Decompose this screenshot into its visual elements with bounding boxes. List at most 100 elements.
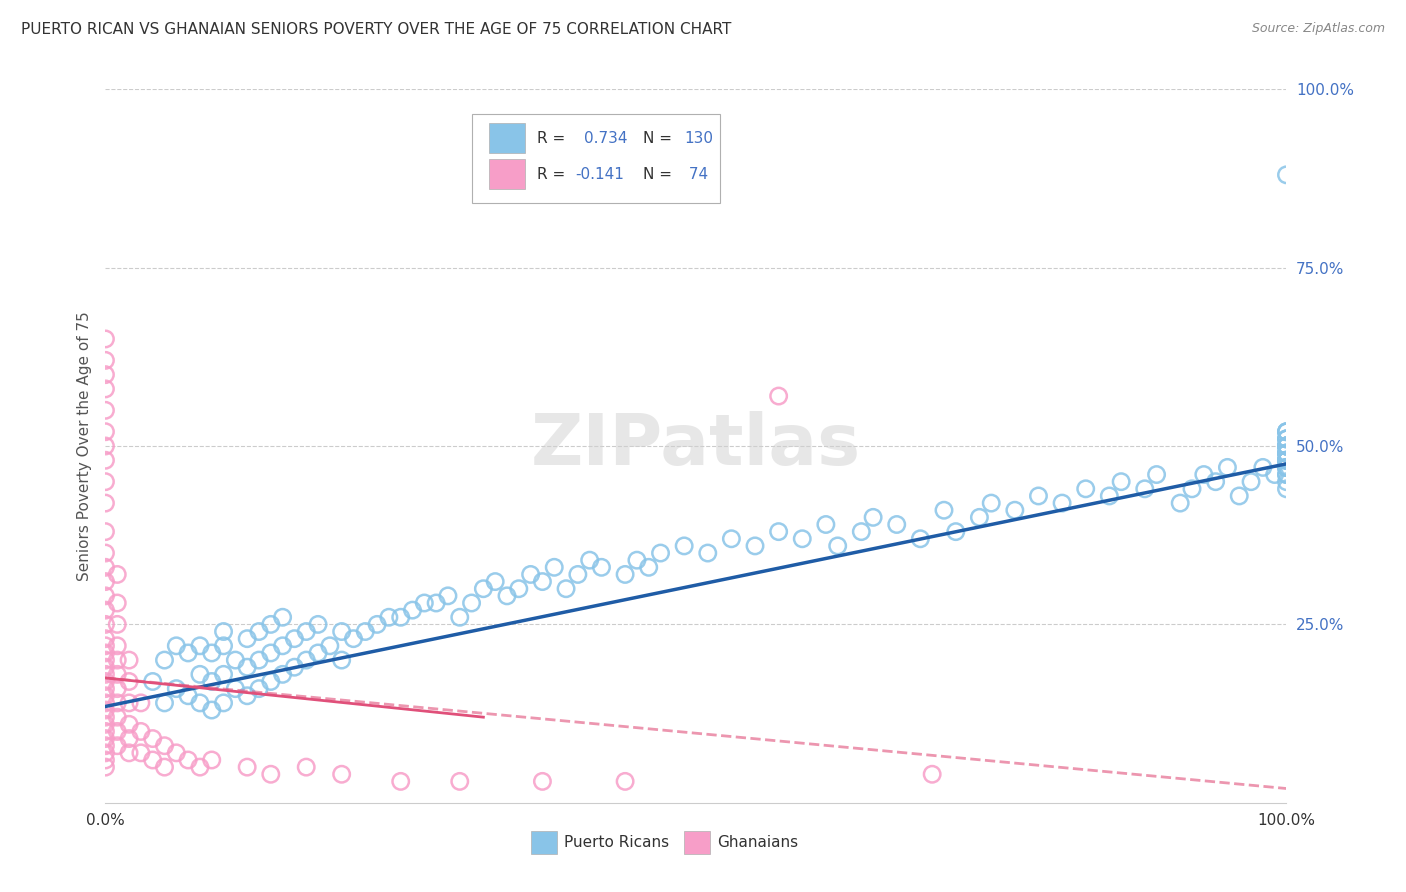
Point [437, 589, 460, 603]
Point [165, 681, 187, 696]
Point [247, 681, 270, 696]
Point [271, 639, 294, 653]
Text: Source: ZipAtlas.com: Source: ZipAtlas.com [1251, 22, 1385, 36]
Point [1098, 489, 1121, 503]
Point [1181, 482, 1204, 496]
Point [330, 653, 353, 667]
Point [827, 539, 849, 553]
Point [295, 624, 318, 639]
Point [105, 567, 128, 582]
Point [105, 667, 128, 681]
Point [105, 653, 128, 667]
Point [1275, 425, 1298, 439]
Point [129, 696, 152, 710]
Point [496, 589, 519, 603]
Point [271, 610, 294, 624]
Point [94, 617, 117, 632]
Text: 0.734: 0.734 [583, 131, 627, 146]
Point [94, 674, 117, 689]
Point [94, 496, 117, 510]
Bar [489, 123, 524, 153]
FancyBboxPatch shape [471, 114, 720, 203]
Point [153, 696, 176, 710]
Text: Puerto Ricans: Puerto Ricans [564, 835, 669, 850]
Point [105, 639, 128, 653]
Point [260, 646, 283, 660]
Point [1275, 475, 1298, 489]
Point [153, 760, 176, 774]
Point [94, 560, 117, 574]
Point [94, 425, 117, 439]
Point [177, 753, 200, 767]
Point [188, 639, 211, 653]
Text: R =: R = [537, 131, 569, 146]
Point [177, 646, 200, 660]
Point [236, 660, 259, 674]
Point [236, 632, 259, 646]
Point [212, 696, 235, 710]
Point [1205, 475, 1227, 489]
Point [94, 353, 117, 368]
Point [1275, 425, 1298, 439]
Point [354, 624, 377, 639]
Point [118, 717, 141, 731]
Point [1227, 489, 1250, 503]
Point [94, 710, 117, 724]
Point [1275, 432, 1298, 446]
Text: 74: 74 [685, 167, 709, 182]
Point [118, 746, 141, 760]
Point [1275, 453, 1298, 467]
Point [366, 617, 388, 632]
Point [105, 681, 128, 696]
Point [94, 760, 117, 774]
Point [1275, 453, 1298, 467]
Point [543, 560, 565, 574]
Point [94, 724, 117, 739]
Point [94, 717, 117, 731]
Point [94, 667, 117, 681]
Point [94, 731, 117, 746]
Point [1275, 453, 1298, 467]
Point [1275, 439, 1298, 453]
Point [851, 524, 873, 539]
Point [484, 574, 506, 589]
Point [1275, 432, 1298, 446]
Bar [530, 831, 557, 855]
Point [247, 624, 270, 639]
Text: 130: 130 [685, 131, 713, 146]
Point [94, 681, 117, 696]
Point [105, 710, 128, 724]
Point [1028, 489, 1050, 503]
Point [212, 624, 235, 639]
Point [165, 746, 187, 760]
Point [212, 667, 235, 681]
Point [94, 696, 117, 710]
Point [260, 617, 283, 632]
Point [862, 510, 884, 524]
Point [201, 646, 224, 660]
Point [531, 774, 554, 789]
Text: PUERTO RICAN VS GHANAIAN SENIORS POVERTY OVER THE AGE OF 75 CORRELATION CHART: PUERTO RICAN VS GHANAIAN SENIORS POVERTY… [21, 22, 731, 37]
Point [1133, 482, 1156, 496]
Text: R =: R = [537, 167, 569, 182]
Point [94, 639, 117, 653]
Point [389, 774, 412, 789]
Point [614, 774, 637, 789]
Point [921, 767, 943, 781]
Point [1275, 460, 1298, 475]
Point [271, 667, 294, 681]
Point [224, 681, 246, 696]
Point [449, 610, 471, 624]
Point [1275, 482, 1298, 496]
Point [129, 746, 152, 760]
Point [425, 596, 447, 610]
Point [792, 532, 814, 546]
Text: ZIPatlas: ZIPatlas [531, 411, 860, 481]
Point [814, 517, 837, 532]
Point [342, 632, 364, 646]
Point [224, 653, 246, 667]
Point [94, 382, 117, 396]
Point [768, 389, 790, 403]
Point [260, 674, 283, 689]
Point [1146, 467, 1168, 482]
